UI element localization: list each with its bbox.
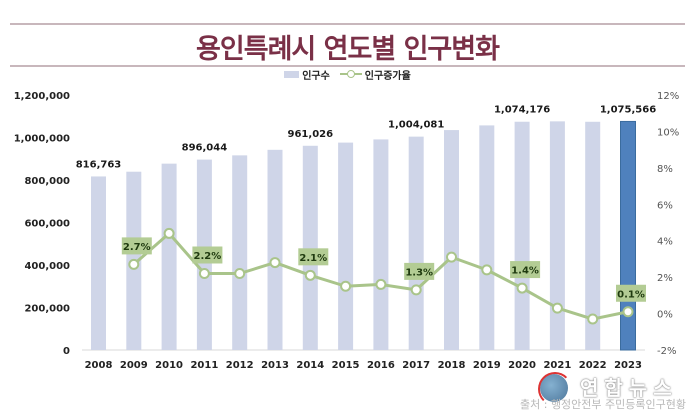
line-point <box>481 264 493 276</box>
bar-2014 <box>302 145 318 350</box>
line-series: 2.7% 2.2% 2.1% 1.3% 1.4% 0.1% <box>121 227 646 325</box>
x-tick-label: 2021 <box>543 360 571 371</box>
right-tick-label: 4% <box>657 237 673 248</box>
line-point <box>375 278 387 290</box>
bar-2021 <box>549 121 565 350</box>
right-tick-label: 12% <box>657 91 679 102</box>
x-tick-label: 2015 <box>332 360 360 371</box>
line-point <box>304 269 316 281</box>
legend: 인구수 인구증가율 <box>0 66 695 82</box>
rate-label-box <box>616 284 646 302</box>
x-tick-label: 2019 <box>473 360 501 371</box>
legend-label-growth-rate: 인구증가율 <box>364 70 411 82</box>
rate-label-box <box>192 246 223 264</box>
x-tick-label: 2013 <box>261 360 289 371</box>
rate-value-label: 0.1% <box>617 289 645 300</box>
line-point <box>340 280 352 292</box>
line-point <box>551 302 563 314</box>
x-tick-label: 2018 <box>438 360 466 371</box>
bar-2015 <box>338 142 354 350</box>
left-tick-label: 400,000 <box>24 261 70 272</box>
line-point <box>163 227 175 239</box>
rate-label-box <box>121 237 152 255</box>
line-point <box>128 258 140 270</box>
right-tick-label: 8% <box>657 164 673 175</box>
bar-data-labels: 816,763 896,044 961,026 1,004,081 1,074,176 1… <box>76 104 656 170</box>
bar-value-label: 1,075,566 <box>600 104 656 115</box>
rate-value-label: 2.2% <box>194 251 222 262</box>
line-point <box>622 306 634 318</box>
line-point <box>269 257 281 269</box>
x-tick-label: 2023 <box>614 360 642 371</box>
bar-2019 <box>479 125 495 350</box>
rate-label-box <box>404 262 435 280</box>
rate-label-box <box>298 248 329 266</box>
line-point <box>198 268 210 279</box>
x-tick-label: 2008 <box>85 360 113 371</box>
legend-item-growth-rate: 인구증가율 <box>339 67 411 82</box>
legend-label-population: 인구수 <box>302 70 330 82</box>
left-tick-label: 1,200,000 <box>14 91 70 102</box>
bar-value-label: 896,044 <box>182 143 228 154</box>
x-tick-label: 2020 <box>508 360 536 371</box>
right-tick-label: 6% <box>657 200 673 211</box>
rate-value-label: 1.4% <box>511 266 539 277</box>
bar-2022 <box>585 121 601 351</box>
x-axis: 2008 2009 2010 2011 2012 2013 2014 2015 2016 2017… <box>85 360 642 371</box>
bar-2017 <box>408 136 424 350</box>
rate-value-label: 2.7% <box>123 242 151 253</box>
bar-value-label: 1,004,081 <box>388 120 444 131</box>
left-tick-label: 600,000 <box>24 219 70 230</box>
left-tick-label: 0 <box>63 346 70 357</box>
bar-2018 <box>444 130 459 350</box>
rate-value-label: 2.1% <box>299 253 327 264</box>
line-point <box>446 251 457 263</box>
line-point <box>234 268 246 279</box>
line-point <box>587 313 599 325</box>
left-tick-label: 200,000 <box>24 304 70 315</box>
watermark: 연합뉴스 <box>538 372 680 406</box>
right-tick-label: 2% <box>657 273 673 284</box>
bar-2012 <box>232 155 248 350</box>
x-tick-label: 2009 <box>120 360 148 371</box>
x-tick-label: 2010 <box>155 360 183 371</box>
bar-2013 <box>267 149 283 350</box>
logo-ring-icon <box>538 372 572 406</box>
x-tick-label: 2016 <box>367 360 395 371</box>
bar-value-label: 961,026 <box>288 129 334 140</box>
left-tick-label: 800,000 <box>24 176 70 187</box>
bar-2020 <box>514 121 530 350</box>
x-tick-label: 2012 <box>226 360 254 371</box>
line-marker-icon <box>339 69 362 79</box>
bar-2010 <box>161 163 177 350</box>
title-top-rule <box>10 23 685 25</box>
chart-title: 용인특례시 연도별 인구변화 <box>196 34 500 65</box>
title-bottom-rule <box>10 65 685 67</box>
bar-2016 <box>373 139 389 350</box>
right-tick-label: 0% <box>657 310 673 321</box>
line-point <box>410 284 422 296</box>
rate-value-label: 1.3% <box>405 267 433 278</box>
legend-item-population: 인구수 <box>284 67 330 82</box>
bar-value-label: 816,763 <box>76 159 122 170</box>
rate-label-box <box>510 261 541 279</box>
bar-value-label: 1,074,176 <box>494 105 550 116</box>
left-tick-label: 1,000,000 <box>14 134 70 145</box>
right-axis: -2% 0% 2% 4% 6% 8% 10% 12% <box>657 91 679 357</box>
watermark-brand: 연합뉴스 <box>580 376 678 400</box>
bar-swatch-icon <box>284 70 300 78</box>
bar-2008 <box>91 176 106 350</box>
x-tick-label: 2022 <box>579 360 607 371</box>
left-axis: 0 200,000 400,000 600,000 800,000 1,000,000 1,… <box>14 91 70 357</box>
x-tick-label: 2014 <box>296 360 324 371</box>
bar-series <box>91 120 636 351</box>
right-tick-label: -2% <box>657 346 676 357</box>
x-tick-label: 2011 <box>190 360 218 371</box>
line-point <box>516 282 528 294</box>
x-tick-label: 2017 <box>402 360 430 371</box>
source-note: 출처 : 행정안전부 주민등록인구현황 <box>520 398 686 411</box>
right-tick-label: 10% <box>657 127 679 138</box>
